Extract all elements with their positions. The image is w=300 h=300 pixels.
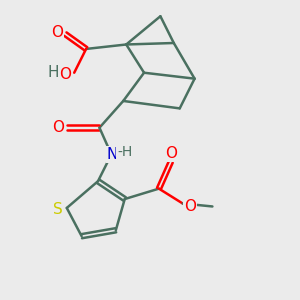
Text: O: O [52,120,64,135]
Text: S: S [53,202,63,217]
Text: O: O [59,67,71,82]
Text: N: N [106,147,118,162]
Text: H: H [47,65,58,80]
Text: -H: -H [117,145,132,159]
Text: O: O [51,25,63,40]
Text: O: O [184,199,196,214]
Text: O: O [165,146,177,161]
